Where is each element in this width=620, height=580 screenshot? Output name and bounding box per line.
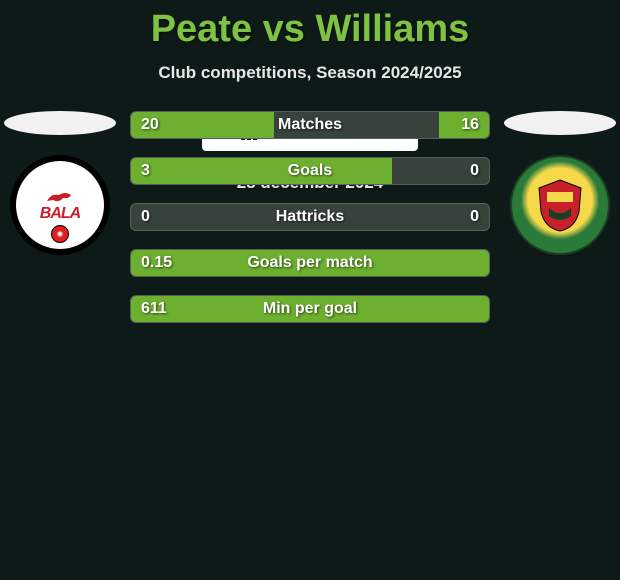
- stat-row: 0Hattricks0: [130, 203, 490, 231]
- stat-row: 20Matches16: [130, 111, 490, 139]
- stat-label: Goals: [131, 158, 489, 184]
- dragon-icon: [45, 187, 75, 205]
- stat-label: Hattricks: [131, 204, 489, 230]
- club-left: BALA: [0, 111, 120, 255]
- page-title: Peate vs Williams: [0, 0, 620, 51]
- subtitle: Club competitions, Season 2024/2025: [0, 63, 620, 83]
- soccer-ball-icon: [51, 225, 69, 243]
- stat-row: 0.15Goals per match: [130, 249, 490, 277]
- badge-left-text: BALA: [40, 205, 80, 223]
- club-right: [500, 111, 620, 255]
- stat-value-right: 0: [470, 204, 479, 230]
- club-badge-left: BALA: [10, 155, 110, 255]
- stat-row: 3Goals0: [130, 157, 490, 185]
- stat-label: Min per goal: [131, 296, 489, 322]
- shadow-ellipse-left: [4, 111, 116, 135]
- club-badge-right: [510, 155, 610, 255]
- shadow-ellipse-right: [504, 111, 616, 135]
- stat-label: Goals per match: [131, 250, 489, 276]
- stat-value-right: 0: [470, 158, 479, 184]
- stat-value-right: 16: [461, 112, 479, 138]
- shield-icon: [535, 178, 585, 233]
- stat-row: 611Min per goal: [130, 295, 490, 323]
- stat-bars: 20Matches163Goals00Hattricks00.15Goals p…: [130, 111, 490, 341]
- stat-label: Matches: [131, 112, 489, 138]
